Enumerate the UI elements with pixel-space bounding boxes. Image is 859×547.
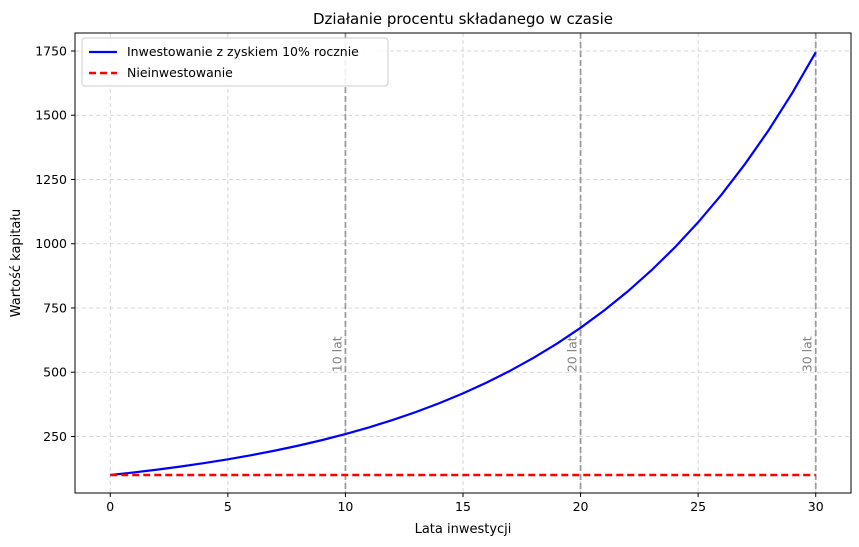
y-tick-label: 250: [43, 429, 67, 444]
legend-label-noinvest: Nieinwestowanie: [127, 65, 233, 80]
legend: Inwestowanie z zyskiem 10% rocznie Niein…: [81, 37, 389, 87]
series-group: [110, 51, 817, 477]
y-tick-label: 500: [43, 365, 67, 380]
annotation-label: 10 lat: [329, 336, 344, 372]
x-tick-label: 5: [224, 499, 232, 514]
x-tick-label: 15: [455, 499, 471, 514]
x-tick-label: 30: [808, 499, 824, 514]
y-axis-label: Wartość kapitału: [9, 209, 24, 318]
legend-label-invest: Inwestowanie z zyskiem 10% rocznie: [127, 44, 359, 59]
y-axis-ticks: 250 500 750 1000 1250 1500 1750: [35, 43, 75, 444]
chart-title: Działanie procentu składanego w czasie: [313, 10, 613, 28]
annotation-label: 20 lat: [565, 336, 580, 372]
y-tick-label: 750: [43, 300, 67, 315]
x-axis-label: Lata inwestycji: [415, 522, 512, 537]
y-tick-label: 1000: [35, 236, 67, 251]
x-tick-label: 20: [573, 499, 589, 514]
y-tick-label: 1750: [35, 43, 67, 58]
y-tick-label: 1250: [35, 172, 67, 187]
grid: [75, 33, 851, 493]
x-tick-label: 0: [106, 499, 114, 514]
x-axis-ticks: 0 5 10 15 20 25 30: [106, 493, 824, 514]
x-tick-label: 10: [337, 499, 353, 514]
series-line-invest: [110, 51, 817, 477]
y-tick-label: 1500: [35, 108, 67, 123]
annotation-lines: 10 lat 20 lat 30 lat: [329, 33, 817, 493]
x-tick-label: 25: [690, 499, 706, 514]
legend-box: [81, 37, 389, 87]
annotation-label: 30 lat: [800, 336, 815, 372]
